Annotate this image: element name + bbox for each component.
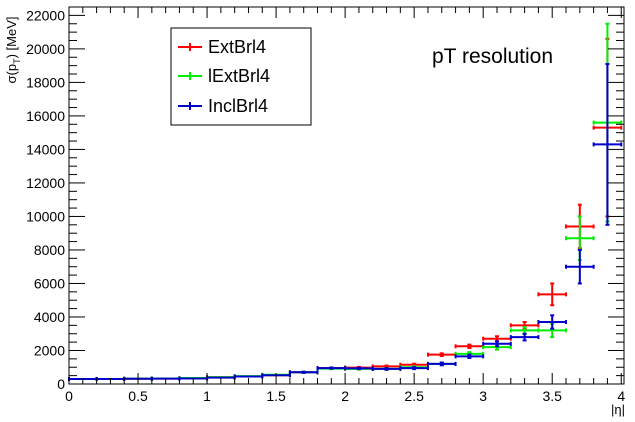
x-tick-label: 2 bbox=[341, 388, 349, 404]
plot-frame bbox=[68, 6, 625, 385]
data-point bbox=[509, 332, 540, 342]
data-point bbox=[426, 361, 457, 367]
y-tick-label: 14000 bbox=[26, 141, 65, 157]
y-tick-label: 2000 bbox=[34, 342, 65, 358]
legend: ExtBrl4 lExtBrl4 InclBrl4 bbox=[170, 27, 312, 126]
x-tick-label: 0 bbox=[65, 388, 73, 404]
data-point bbox=[482, 340, 512, 348]
x-tick-label: 3 bbox=[479, 388, 487, 404]
data-point bbox=[233, 374, 264, 379]
y-tick-label: 12000 bbox=[26, 175, 65, 191]
y-tick-label: 20000 bbox=[26, 41, 65, 57]
data-point bbox=[371, 366, 402, 371]
data-point bbox=[537, 314, 568, 330]
data-point bbox=[454, 343, 485, 349]
y-tick-label: 18000 bbox=[26, 74, 65, 90]
x-tick-label: 4 bbox=[617, 388, 625, 404]
y-tick-label: 4000 bbox=[34, 309, 65, 325]
series-InclBrl4 bbox=[68, 62, 623, 381]
data-point bbox=[537, 282, 568, 307]
x-tick-label: 2.5 bbox=[404, 388, 424, 404]
data-point bbox=[565, 248, 595, 285]
x-tick-label: 0.5 bbox=[128, 388, 148, 404]
series-lExtBrl4 bbox=[68, 22, 623, 381]
legend-label: ExtBrl4 bbox=[208, 37, 266, 57]
data-point bbox=[399, 366, 429, 371]
x-tick-label: 3.5 bbox=[542, 388, 562, 404]
data-point bbox=[509, 326, 540, 335]
y-tick-label: 0 bbox=[57, 376, 65, 392]
y-tick-label: 6000 bbox=[34, 275, 65, 291]
y-axis-title: σ(pT) [MeV] bbox=[4, 17, 22, 84]
y-tick-label: 8000 bbox=[34, 242, 65, 258]
y-tick-label: 16000 bbox=[26, 108, 65, 124]
data-point bbox=[426, 352, 457, 358]
y-tick-label: 10000 bbox=[26, 208, 65, 224]
y-tick-label: 22000 bbox=[26, 7, 65, 23]
legend-label: InclBrl4 bbox=[208, 96, 268, 116]
legend-label: lExtBrl4 bbox=[208, 66, 270, 86]
data-point bbox=[454, 353, 485, 360]
data-point bbox=[592, 62, 623, 226]
x-tick-label: 1.5 bbox=[266, 388, 286, 404]
x-axis-title: |η| bbox=[611, 402, 625, 417]
data-point bbox=[537, 322, 568, 339]
x-tick-label: 1 bbox=[203, 388, 211, 404]
chart-annotation: pT resolution bbox=[432, 45, 553, 68]
data-point bbox=[288, 370, 319, 375]
